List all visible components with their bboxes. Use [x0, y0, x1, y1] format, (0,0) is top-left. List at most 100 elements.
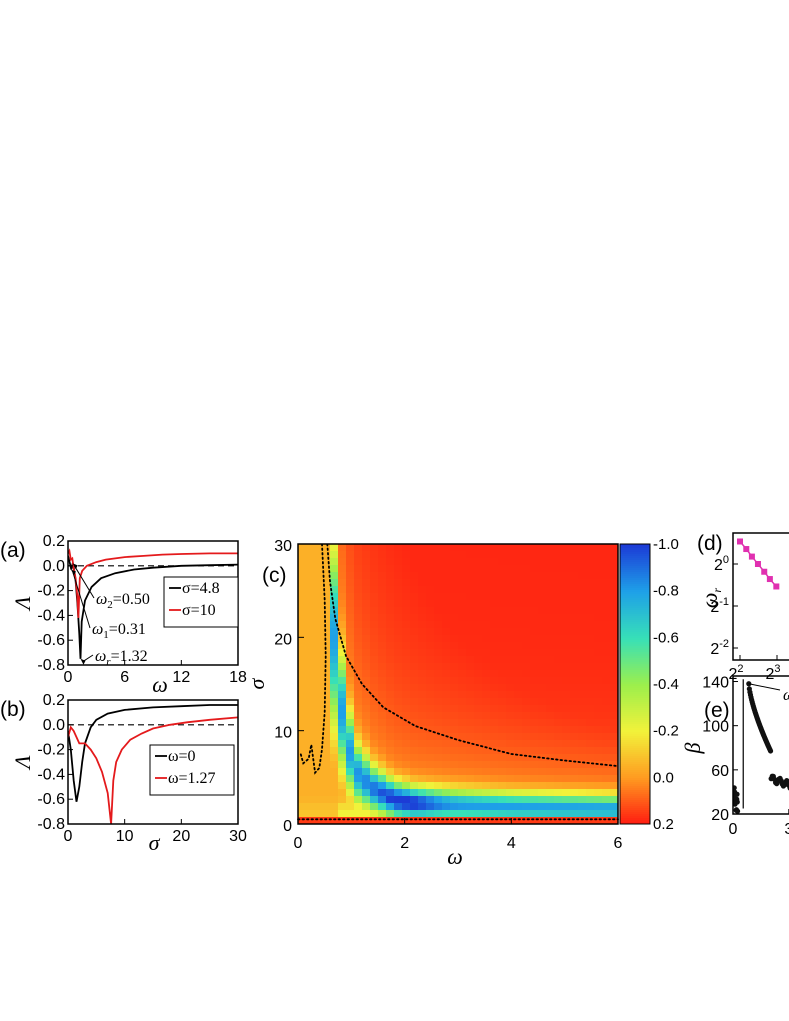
- y-tick-label: 0.2: [43, 692, 65, 709]
- heatmap-cell: [506, 607, 515, 615]
- heatmap-cell: [426, 572, 435, 580]
- heatmap-cell: [450, 705, 459, 713]
- heatmap-cell: [514, 642, 523, 650]
- colorbar-segment: [620, 780, 650, 783]
- heatmap-cell: [322, 607, 331, 615]
- heatmap-cell: [314, 782, 323, 790]
- heatmap-cell: [442, 572, 451, 580]
- heatmap-cell: [402, 579, 411, 587]
- heatmap-cell: [522, 593, 531, 601]
- heatmap-cell: [426, 726, 435, 734]
- annotation-label: ω: [783, 687, 789, 704]
- heatmap-cell: [394, 719, 403, 727]
- heatmap-cell: [458, 810, 467, 818]
- heatmap-cell: [530, 565, 539, 573]
- heatmap-cell: [314, 754, 323, 762]
- heatmap-cell: [474, 642, 483, 650]
- colorbar-segment: [620, 604, 650, 607]
- heatmap-cell: [410, 726, 419, 734]
- heatmap-cell: [306, 586, 315, 594]
- heatmap-cell: [322, 593, 331, 601]
- heatmap-cell: [386, 754, 395, 762]
- heatmap-cell: [314, 712, 323, 720]
- x-tick-label: 18: [229, 669, 247, 686]
- heatmap-cell: [298, 796, 307, 804]
- heatmap-cell: [410, 663, 419, 671]
- heatmap-cell: [450, 621, 459, 629]
- heatmap-cell: [402, 600, 411, 608]
- heatmap-cell: [298, 663, 307, 671]
- heatmap-cell: [482, 642, 491, 650]
- heatmap-cell: [314, 663, 323, 671]
- heatmap-cell: [322, 565, 331, 573]
- heatmap-cell: [354, 572, 363, 580]
- heatmap-cell: [370, 551, 379, 559]
- heatmap-cell: [354, 698, 363, 706]
- heatmap-cell: [466, 803, 475, 811]
- heatmap-cell: [370, 775, 379, 783]
- annotation-label: ω1=0.31: [92, 621, 146, 641]
- heatmap-cell: [322, 817, 331, 824]
- heatmap-cell: [538, 593, 547, 601]
- heatmap-cell: [386, 572, 395, 580]
- heatmap-cell: [466, 712, 475, 720]
- heatmap-cell: [474, 670, 483, 678]
- heatmap-cell: [554, 719, 563, 727]
- heatmap-cell: [466, 572, 475, 580]
- heatmap-cell: [402, 810, 411, 818]
- heatmap-cell: [306, 789, 315, 797]
- heatmap-cell: [314, 593, 323, 601]
- heatmap-cell: [506, 803, 515, 811]
- heatmap-cell: [570, 593, 579, 601]
- heatmap-cell: [418, 817, 427, 824]
- heatmap-cell: [562, 789, 571, 797]
- heatmap-cell: [554, 775, 563, 783]
- heatmap-cell: [306, 621, 315, 629]
- heatmap-cell: [402, 761, 411, 769]
- colorbar-segment: [620, 600, 650, 603]
- heatmap-cell: [394, 614, 403, 622]
- heatmap-cell: [578, 551, 587, 559]
- heatmap-cell: [330, 754, 339, 762]
- heatmap-cell: [490, 705, 499, 713]
- heatmap-cell: [594, 712, 603, 720]
- heatmap-cell: [554, 684, 563, 692]
- heatmap-cell: [474, 761, 483, 769]
- heatmap-cell: [330, 803, 339, 811]
- heatmap-cell: [426, 565, 435, 573]
- heatmap-cell: [418, 621, 427, 629]
- colorbar-segment: [620, 724, 650, 727]
- colorbar-segment: [620, 814, 650, 817]
- heatmap-cell: [594, 775, 603, 783]
- heatmap-cell: [298, 614, 307, 622]
- heatmap-cell: [562, 768, 571, 776]
- heatmap-cell: [594, 726, 603, 734]
- heatmap-cell: [562, 579, 571, 587]
- heatmap-cell: [434, 586, 443, 594]
- heatmap-cell: [602, 698, 611, 706]
- colorbar-segment: [620, 562, 650, 565]
- heatmap-cell: [434, 775, 443, 783]
- heatmap-cell: [506, 593, 515, 601]
- heatmap-cell: [362, 635, 371, 643]
- heatmap-cell: [378, 789, 387, 797]
- x-tick-label: 2: [400, 835, 409, 852]
- heatmap-cell: [410, 621, 419, 629]
- plot-frame: [297, 543, 619, 825]
- heatmap-cell: [586, 677, 595, 685]
- heatmap-cell: [586, 670, 595, 678]
- heatmap-cell: [586, 810, 595, 818]
- colorbar-segment: [620, 620, 650, 623]
- heatmap-cell: [298, 810, 307, 818]
- heatmap-cell: [434, 705, 443, 713]
- heatmap-cell: [410, 600, 419, 608]
- heatmap-cell: [586, 642, 595, 650]
- heatmap-cell: [458, 803, 467, 811]
- heatmap-cell: [450, 586, 459, 594]
- heatmap-cell: [578, 579, 587, 587]
- series-line-2: [68, 716, 238, 824]
- heatmap-cell: [594, 796, 603, 804]
- heatmap-cell: [338, 572, 347, 580]
- heatmap-cell: [570, 761, 579, 769]
- heatmap-cell: [346, 656, 355, 664]
